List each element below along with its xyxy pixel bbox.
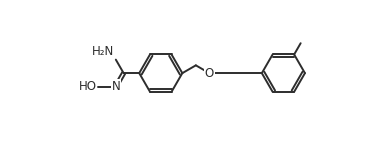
Text: N: N [112,80,120,93]
Text: H₂N: H₂N [92,45,114,58]
Text: HO: HO [78,80,96,93]
Text: O: O [205,67,214,80]
